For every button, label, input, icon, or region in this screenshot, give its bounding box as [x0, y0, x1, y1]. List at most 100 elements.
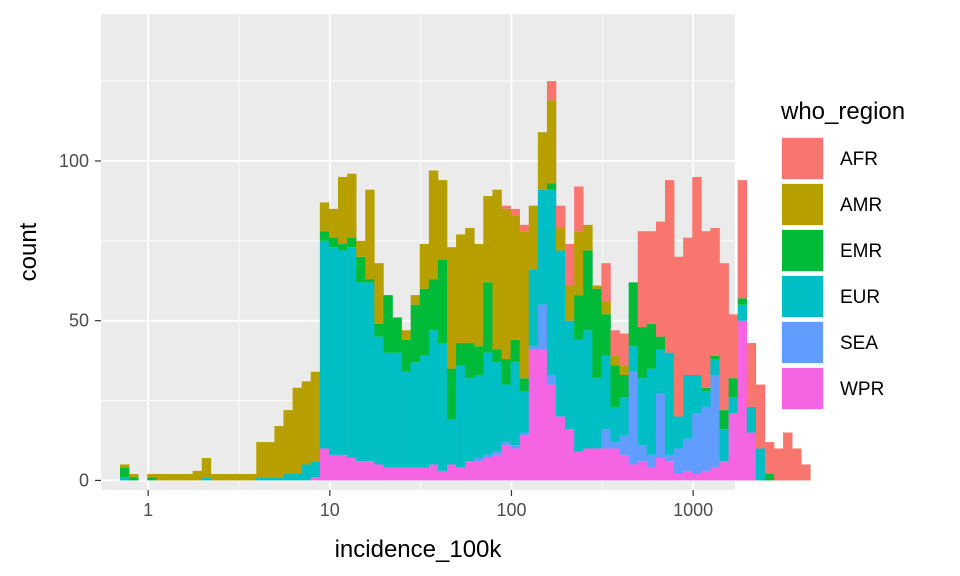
bar-afr-bin-66: [719, 263, 729, 411]
bar-sea-bin-41: [492, 451, 502, 455]
bar-amr-bin-16: [265, 442, 275, 478]
bar-eur-bin-70: [755, 448, 766, 481]
bar-amr-bin-31: [401, 330, 411, 340]
bar-emr-bin-43: [510, 339, 520, 363]
bar-eur-bin-31: [401, 371, 411, 468]
bar-amr-bin-8: [192, 470, 203, 481]
bar-amr-bin-5: [165, 474, 175, 481]
bar-wpr-bin-55: [619, 454, 629, 481]
bar-eur-bin-69: [746, 406, 757, 433]
bar-afr-bin-47: [546, 81, 557, 101]
bar-wpr-bin-69: [746, 432, 757, 481]
bar-eur-bin-18: [283, 474, 293, 481]
legend-swatch-eur: [782, 276, 823, 317]
bar-emr-bin-40: [483, 282, 493, 353]
bar-sea-bin-64: [701, 406, 711, 471]
legend-label-sea: SEA: [840, 333, 878, 354]
bar-sea-bin-47: [546, 374, 557, 385]
bar-wpr-bin-31: [401, 467, 411, 481]
bar-emr-bin-37: [456, 343, 466, 366]
bar-wpr-bin-34: [428, 464, 439, 481]
bar-eur-bin-61: [674, 416, 684, 449]
bar-afr-bin-70: [755, 384, 766, 449]
bar-wpr-bin-24: [338, 454, 348, 481]
bar-wpr-bin-52: [592, 448, 602, 481]
bar-eur-bin-65: [710, 359, 720, 375]
bar-wpr-bin-63: [692, 474, 702, 481]
bar-wpr-bin-68: [737, 320, 748, 481]
bar-sea-bin-58: [646, 454, 657, 468]
bar-wpr-bin-54: [610, 448, 620, 481]
bar-amr-bin-55: [619, 365, 629, 375]
bar-wpr-bin-26: [356, 461, 366, 481]
bar-wpr-bin-60: [665, 461, 675, 481]
bar-sea-bin-65: [710, 374, 720, 468]
bar-eur-bin-26: [356, 282, 366, 462]
bar-wpr-bin-62: [683, 470, 693, 481]
bar-eur-bin-29: [383, 352, 393, 468]
legend-items: AFR AMR EMR EUR SEA WPR: [781, 137, 884, 410]
bar-eur-bin-23: [328, 247, 339, 455]
bar-eur-bin-43: [510, 362, 520, 446]
bar-amr-bin-14: [247, 474, 257, 481]
bar-eur-bin-41: [492, 362, 502, 452]
bar-wpr-bin-51: [583, 448, 593, 481]
bar-emr-bin-1: [129, 477, 139, 481]
bar-emr-bin-56: [628, 282, 639, 347]
bar-eur-bin-20: [301, 464, 312, 481]
bar-wpr-bin-43: [510, 448, 520, 481]
bar-sea-bin-63: [692, 413, 702, 475]
bar-wpr-bin-59: [655, 458, 666, 481]
legend-swatch-amr: [782, 184, 823, 225]
bar-emr-bin-64: [701, 387, 711, 391]
bar-eur-bin-57: [637, 378, 648, 446]
bar-eur-bin-21: [310, 461, 321, 478]
legend-swatch-emr: [782, 230, 823, 271]
bar-emr-bin-47: [546, 183, 557, 190]
bar-eur-bin-58: [646, 368, 657, 455]
bar-eur-bin-56: [628, 346, 639, 372]
bar-emr-bin-24: [338, 244, 348, 251]
bar-afr-bin-54: [610, 330, 620, 356]
bar-wpr-bin-39: [474, 461, 484, 481]
bar-afr-bin-50: [574, 186, 584, 232]
bar-sea-bin-54: [610, 442, 620, 449]
bar-eur-bin-34: [428, 330, 439, 465]
bar-eur-bin-54: [610, 406, 620, 443]
bar-emr-bin-55: [619, 374, 629, 398]
bar-emr-bin-39: [474, 346, 484, 375]
bar-eur-bin-35: [437, 343, 448, 471]
x-tick-label: 1: [143, 500, 153, 520]
bar-afr-bin-64: [701, 231, 711, 388]
bar-eur-bin-42: [501, 384, 511, 443]
bar-eur-bin-66: [719, 429, 729, 462]
bar-amr-bin-15: [256, 442, 266, 478]
bar-sea-bin-42: [501, 442, 511, 446]
bar-sea-bin-53: [601, 429, 611, 449]
legend-label-afr: AFR: [840, 149, 878, 170]
bar-eur-bin-59: [655, 349, 666, 395]
bar-amr-bin-44: [519, 231, 530, 379]
bar-wpr-bin-64: [701, 470, 711, 481]
bar-amr-bin-34: [428, 170, 439, 280]
bar-eur-bin-60: [665, 352, 675, 455]
y-tick-label: 0: [79, 470, 89, 490]
bar-eur-bin-44: [519, 390, 530, 433]
bar-amr-bin-23: [328, 208, 339, 238]
bar-wpr-bin-36: [447, 464, 457, 481]
bar-emr-bin-52: [592, 288, 602, 379]
bar-eur-bin-40: [483, 352, 493, 455]
bar-emr-bin-23: [328, 237, 339, 248]
bar-amr-bin-33: [419, 244, 430, 289]
bar-wpr-bin-27: [365, 461, 375, 481]
x-axis-ticks: 1 10 100 1000: [143, 490, 713, 520]
legend-label-wpr: WPR: [840, 379, 884, 400]
bar-emr-bin-28: [374, 323, 384, 337]
bar-eur-bin-28: [374, 336, 384, 465]
bar-amr-bin-12: [229, 474, 239, 481]
bar-amr-bin-37: [456, 234, 466, 344]
bar-afr-bin-55: [619, 333, 629, 366]
bar-eur-bin-0: [120, 477, 130, 481]
bar-afr-bin-65: [710, 228, 720, 356]
